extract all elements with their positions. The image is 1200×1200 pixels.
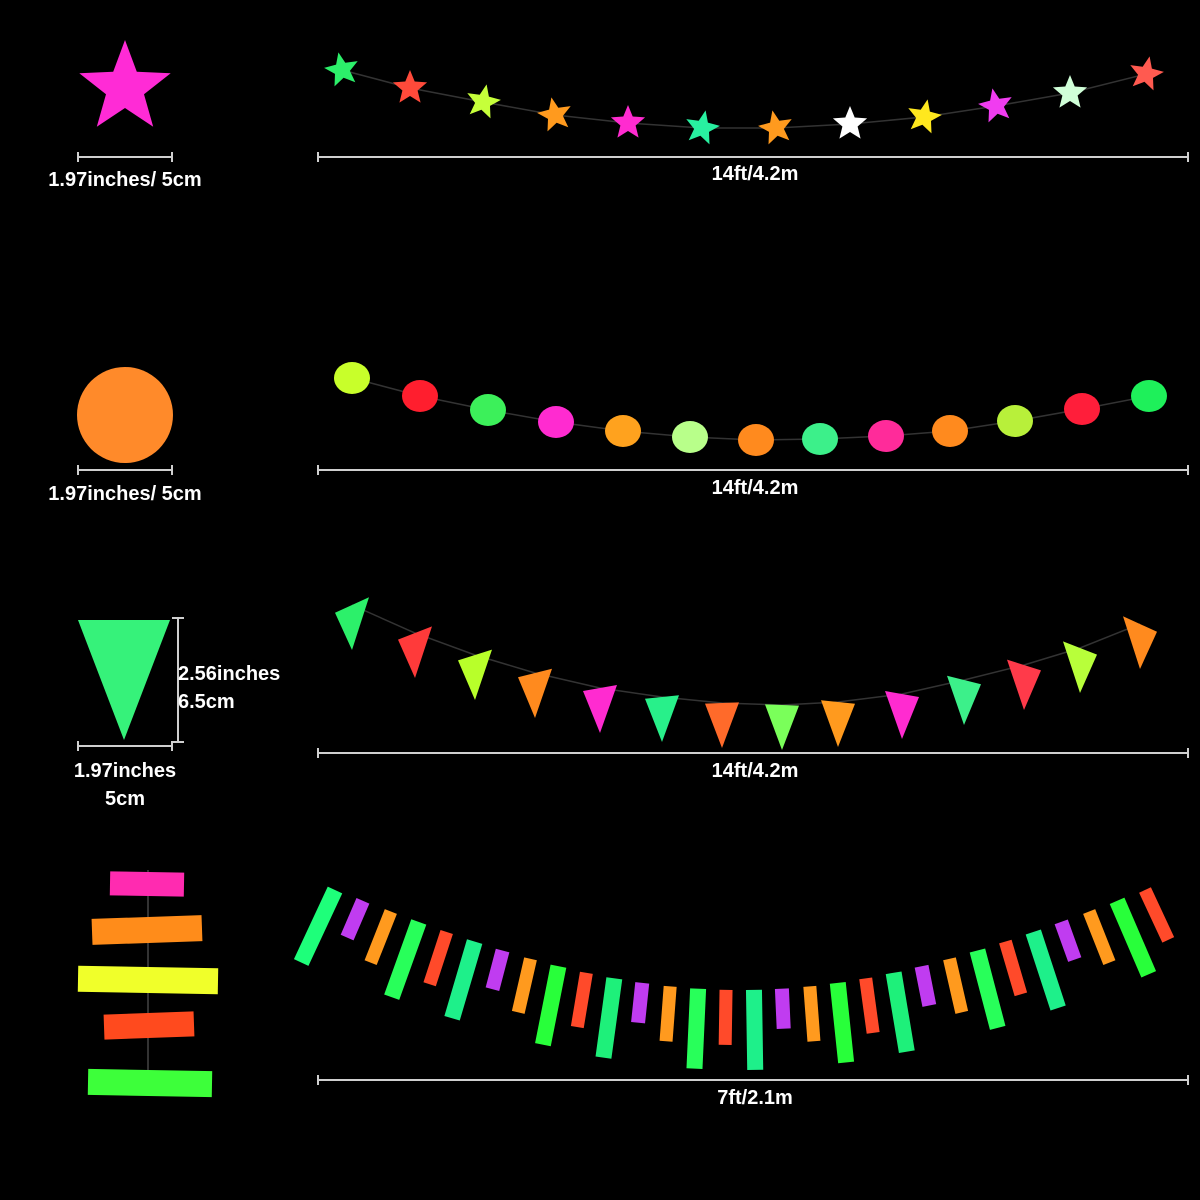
garland-star — [467, 84, 501, 119]
sample-triangle — [78, 620, 170, 740]
garland-triangle — [765, 704, 799, 750]
garland-circle — [402, 380, 438, 412]
garland-strip — [686, 988, 707, 1069]
garland-circle — [738, 424, 774, 456]
garland-circle — [334, 362, 370, 394]
garland-triangle — [518, 668, 552, 718]
triangle-height-cm: 6.5cm — [178, 691, 235, 713]
garland-strip — [885, 971, 915, 1053]
garland-strip — [859, 977, 880, 1034]
garland-circle — [802, 423, 838, 455]
garland-star — [1130, 56, 1164, 91]
strip-garland-length-label: 7ft/2.1m — [717, 1087, 793, 1109]
sample-star — [79, 40, 171, 127]
garland-star — [392, 70, 428, 103]
garland-strip — [999, 939, 1028, 997]
garland-triangle — [947, 675, 981, 725]
garland-triangle — [1123, 616, 1157, 669]
triangle-width-cm: 5cm — [104, 788, 146, 810]
garland-triangle — [398, 626, 432, 678]
garland-strip — [423, 929, 453, 987]
garland-strip — [969, 948, 1006, 1030]
garland-strip — [659, 985, 677, 1042]
garland-strip — [829, 982, 855, 1064]
garland-strip — [745, 989, 764, 1070]
garland-strip — [511, 957, 537, 1014]
garland-circle — [1064, 393, 1100, 425]
garland-strip — [485, 948, 510, 991]
garland-star — [610, 105, 646, 138]
garland-triangle — [885, 691, 919, 739]
garland-strip — [1054, 919, 1082, 962]
garland-strip — [384, 919, 427, 1000]
garland-circle — [605, 415, 641, 447]
garland-strip — [293, 886, 343, 966]
star-garland-string — [341, 69, 1147, 129]
triangle-width-inches: 1.97inches — [73, 760, 177, 782]
garland-strip — [943, 957, 969, 1014]
garland-triangle — [1007, 659, 1041, 710]
triangle-width-label: 1.97inches 5cm — [45, 757, 205, 813]
garland-circle — [1131, 380, 1167, 412]
sample-strip — [87, 1068, 213, 1098]
garland-strip — [1139, 887, 1175, 943]
garland-star — [832, 106, 868, 139]
garland-strip — [718, 989, 733, 1045]
garland-triangle — [458, 649, 492, 700]
sample-strip — [109, 871, 185, 897]
garland-triangle — [821, 700, 855, 747]
garland-triangle — [1063, 641, 1097, 693]
garland-strip — [631, 982, 650, 1024]
star-size-label: 1.97inches/ 5cm — [48, 169, 202, 191]
garland-strip — [1109, 897, 1157, 978]
garland-strip — [1025, 929, 1066, 1011]
garland-circle — [932, 415, 968, 447]
garland-star — [758, 110, 792, 145]
sample-strip — [77, 965, 219, 995]
triangle-height-inches: 2.56inches — [178, 663, 281, 685]
garland-star — [324, 52, 358, 87]
triangle-garland-length-label: 14ft/4.2m — [711, 760, 799, 782]
garland-star — [1052, 75, 1088, 108]
garland-strip — [444, 939, 483, 1021]
sample-strip — [103, 1011, 195, 1040]
garland-triangle — [705, 702, 739, 748]
garland-strip — [364, 909, 397, 966]
garland-circle — [672, 421, 708, 453]
garland-strip — [1083, 909, 1116, 966]
garland-strip — [914, 964, 937, 1007]
garland-triangle — [335, 597, 369, 650]
garland-circle — [538, 406, 574, 438]
garland-strip — [340, 898, 370, 941]
garland-circle — [868, 420, 904, 452]
triangle-height-label: 2.56inches 6.5cm — [178, 660, 280, 716]
garland-star — [978, 88, 1012, 123]
garland-star — [537, 97, 571, 132]
garland-triangle — [645, 695, 679, 742]
garland-strip — [774, 988, 791, 1029]
garland-strip — [595, 977, 623, 1059]
circle-garland-length-label: 14ft/4.2m — [711, 477, 799, 499]
garland-star — [908, 99, 942, 134]
garland-star — [686, 110, 720, 145]
garland-strip — [535, 964, 567, 1047]
sample-circle — [77, 367, 173, 463]
garland-triangle — [583, 685, 617, 733]
garland-circle — [997, 405, 1033, 437]
garland-strip — [803, 985, 821, 1042]
star-garland-length-label: 14ft/4.2m — [711, 163, 799, 185]
sample-strip — [91, 915, 203, 945]
garland-circle — [470, 394, 506, 426]
garland-strip — [570, 971, 593, 1029]
circle-size-label: 1.97inches/ 5cm — [48, 483, 202, 505]
